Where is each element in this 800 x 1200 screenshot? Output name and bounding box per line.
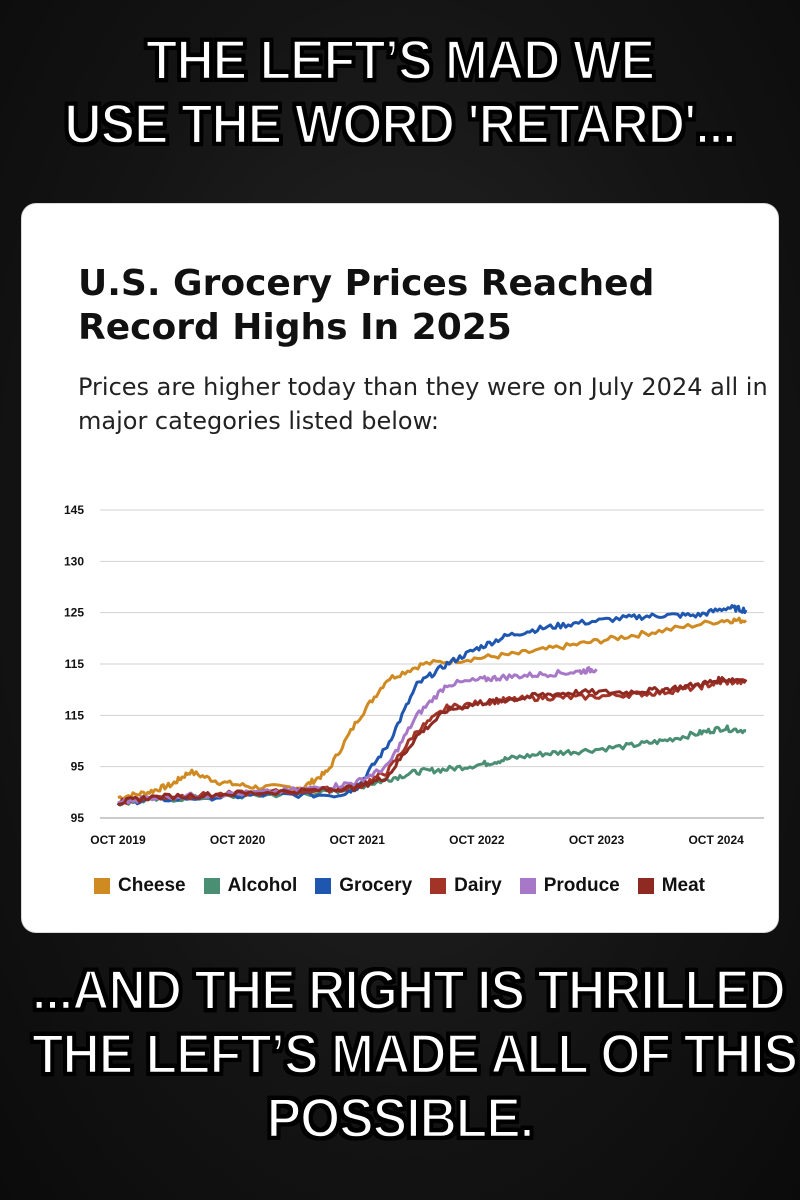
legend-item-cheese: Cheese [94, 875, 186, 897]
legend-swatch [94, 878, 110, 894]
y-tick-label: 125 [64, 606, 84, 620]
legend-label: Alcohol [227, 875, 298, 896]
top-caption: THE LEFT’S MAD WE USE THE WORD 'RETARD'.… [32, 27, 768, 157]
bottom-caption-line-3: POSSIBLE. [266, 1085, 536, 1151]
y-tick-label: 115 [65, 708, 85, 722]
legend-item-alcohol: Alcohol [203, 875, 298, 897]
x-tick-label: OCT 2023 [569, 833, 625, 847]
top-caption-line-2: USE THE WORD 'RETARD'... [63, 91, 737, 157]
legend-swatch [430, 878, 447, 894]
chart-card: U.S. Grocery Prices Reached Record Highs… [22, 204, 778, 932]
chart-title: U.S. Grocery Prices Reached Record Highs… [78, 263, 655, 348]
legend-item-grocery: Grocery [315, 875, 412, 897]
top-caption-line-1: THE LEFT’S MAD WE [145, 27, 656, 93]
y-tick-label: 95 [71, 760, 85, 774]
x-tick-label: OCT 2022 [449, 833, 505, 847]
legend-item-meat: Meat [637, 875, 706, 897]
chart-legend: Cheese Alcohol Grocery Dairy Produce Meat [94, 874, 774, 898]
x-tick-label: OCT 2020 [210, 833, 266, 847]
line-chart: 95 95 115 115 125 130 145 OCT 2019 OCT 2020 OCT 2… [64, 503, 764, 847]
legend-item-produce: Produce [519, 875, 620, 897]
legend-swatch [315, 878, 332, 894]
bottom-caption-line-1: ...AND THE RIGHT IS THRILLED [31, 957, 787, 1023]
legend-swatch [637, 878, 654, 894]
x-tick-label: OCT 2021 [330, 833, 386, 847]
series-line-cheese [117, 616, 748, 801]
legend-label: Produce [543, 875, 620, 896]
legend-swatch [203, 878, 220, 894]
bottom-caption: ...AND THE RIGHT IS THRILLED THE LEFT’S … [31, 957, 799, 1151]
x-tick-label: OCT 2024 [688, 833, 744, 847]
legend-label: Dairy [454, 875, 502, 896]
series-line-grocery [116, 604, 748, 807]
series-line-produce [117, 666, 598, 805]
x-tick-label: OCT 2019 [90, 833, 146, 847]
y-tick-label: 95 [71, 811, 85, 825]
y-tick-label: 115 [65, 657, 85, 671]
y-tick-label: 145 [64, 503, 84, 517]
y-tick-label: 130 [64, 554, 84, 568]
legend-label: Grocery [339, 875, 413, 896]
series-line-alcohol [116, 724, 747, 807]
bottom-caption-line-2: THE LEFT’S MADE ALL OF THIS [31, 1021, 799, 1087]
series-line-meat [117, 675, 748, 807]
legend-item-dairy: Dairy [430, 875, 502, 897]
legend-swatch [519, 878, 536, 894]
legend-label: Cheese [118, 875, 186, 896]
chart-subtitle: Prices are higher today than they were o… [78, 373, 768, 435]
legend-label: Meat [661, 875, 706, 896]
